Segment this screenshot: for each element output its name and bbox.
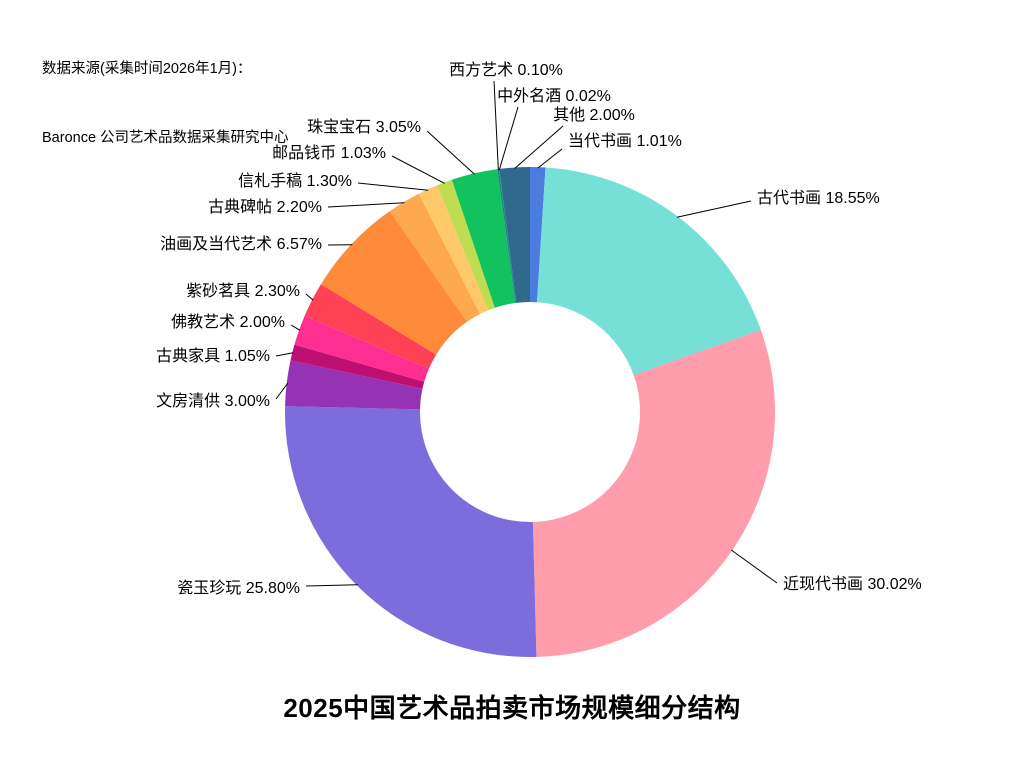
label-leader-line-12: [391, 155, 445, 184]
pie-slice-4: [285, 406, 537, 657]
label-leader-line-13: [426, 130, 475, 175]
label-leader-line-7: [290, 324, 301, 331]
chart-title: 2025中国艺术品拍卖市场规模细分结构: [283, 693, 741, 723]
pie-slice-3: [532, 329, 776, 657]
pie-slice-12: [436, 179, 495, 311]
pie-slice-10: [389, 193, 481, 322]
label-leader-line-6: [275, 352, 294, 357]
pie-slice-14: [497, 168, 517, 303]
slice-label-12: 邮品钱币 1.03%: [272, 144, 386, 162]
pie-slice-6: [290, 344, 425, 389]
slice-label-1: 当代书画 1.01%: [568, 132, 682, 150]
label-leader-line-10: [327, 202, 405, 208]
label-leader-line-3: [730, 549, 778, 584]
slice-label-4: 瓷玉珍玩 25.80%: [177, 579, 300, 597]
label-leader-line-4: [305, 584, 358, 587]
label-leader-line-2: [676, 200, 752, 218]
slice-label-14: 西方艺术 0.10%: [449, 61, 563, 79]
pie-slice-2: [536, 167, 761, 376]
label-leader-line-14: [493, 80, 499, 171]
pie-slice-5: [285, 360, 423, 410]
pie-slice-9: [320, 211, 468, 355]
slice-label-5: 文房清供 3.00%: [156, 392, 270, 410]
label-leader-line-11: [357, 182, 429, 191]
slice-label-9: 油画及当代艺术 6.57%: [160, 235, 322, 253]
pie-slice-15: [498, 168, 517, 303]
slice-label-13: 珠宝宝石 3.05%: [307, 118, 421, 136]
label-leader-line-8: [305, 293, 314, 301]
data-source-note: 数据来源(采集时间2026年1月)： Baronce 公司艺术品数据采集研究中心: [42, 12, 289, 196]
source-text-line1: 数据来源(采集时间2026年1月)：: [42, 61, 252, 77]
slice-label-11: 信札手稿 1.30%: [238, 172, 352, 190]
source-text-line2: Baronce 公司艺术品数据采集研究中心: [42, 130, 289, 146]
pie-slice-13: [451, 169, 516, 308]
label-leader-line-5: [275, 382, 289, 400]
slice-label-10: 古典碑帖 2.20%: [208, 198, 322, 216]
pie-slice-7: [294, 315, 429, 382]
slice-label-16: 其他 2.00%: [553, 106, 635, 124]
pie-slice-8: [304, 284, 437, 369]
slice-label-8: 紫砂茗具 2.30%: [186, 282, 300, 300]
slice-label-2: 古代书画 18.55%: [757, 189, 880, 207]
slice-label-6: 古典家具 1.05%: [156, 347, 270, 365]
pie-slice-1: [530, 167, 546, 303]
slice-label-3: 近现代书画 30.02%: [783, 575, 922, 593]
label-leader-line-16: [514, 125, 564, 169]
pie-slice-11: [418, 185, 489, 314]
label-leader-line-1: [537, 148, 563, 169]
label-leader-line-15: [498, 106, 519, 171]
slice-label-15: 中外名酒 0.02%: [497, 87, 611, 105]
slice-label-7: 佛教艺术 2.00%: [171, 313, 285, 331]
pie-slice-16: [499, 167, 530, 303]
